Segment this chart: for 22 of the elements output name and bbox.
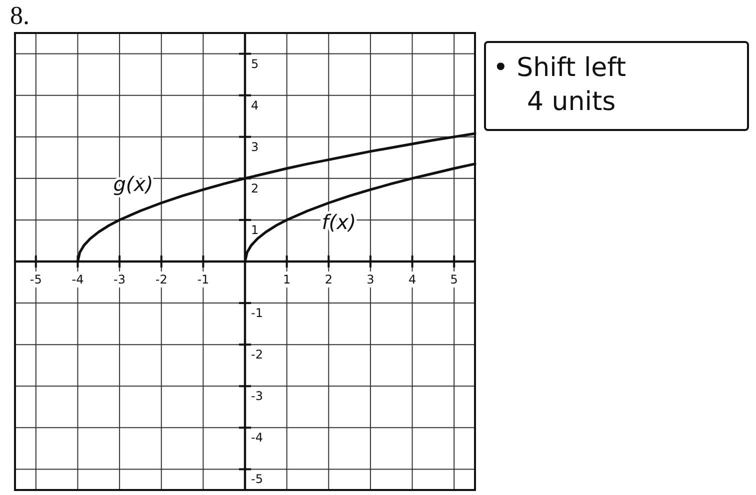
y-tick-label: 1 bbox=[251, 222, 259, 237]
x-tick-label: -1 bbox=[197, 272, 210, 286]
x-tick-label: 5 bbox=[450, 272, 458, 286]
x-tick-label: -4 bbox=[72, 272, 84, 286]
y-tick-label: -5 bbox=[251, 472, 263, 486]
y-tick-label: 2 bbox=[251, 181, 259, 196]
text: • Shift left 4 units bbox=[493, 53, 626, 117]
y-tick-label: -3 bbox=[251, 389, 263, 404]
y-tick-label: 5 bbox=[251, 56, 259, 71]
y-tick-label: 4 bbox=[251, 98, 259, 112]
x-tick-label: -3 bbox=[114, 272, 126, 286]
x-tick-label: 2 bbox=[324, 272, 332, 286]
x-tick-label: 4 bbox=[408, 272, 416, 286]
x-tick-label: 1 bbox=[283, 272, 291, 286]
y-tick-label: 3 bbox=[251, 140, 259, 154]
x-tick-label: 3 bbox=[366, 272, 374, 286]
y-tick-label: -4 bbox=[251, 430, 263, 445]
y-tick-label: -2 bbox=[251, 348, 263, 362]
x-tick-label: -5 bbox=[30, 272, 42, 286]
x-tick-label: -2 bbox=[155, 272, 168, 286]
chart-title: 8. bbox=[10, 1, 30, 30]
y-tick-label: -1 bbox=[251, 306, 263, 320]
